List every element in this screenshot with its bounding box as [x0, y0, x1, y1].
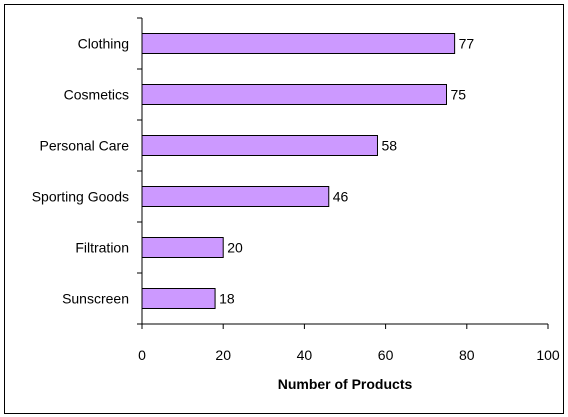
chart-frame [4, 4, 564, 414]
x-tick-label: 20 [215, 347, 231, 363]
category-label: Cosmetics [64, 87, 129, 103]
bar-cosmetics [141, 84, 447, 105]
data-label: 46 [333, 189, 349, 205]
category-label: Personal Care [40, 138, 130, 154]
category-label: Sunscreen [62, 291, 129, 307]
data-label: 18 [219, 291, 235, 307]
labels-layer: Clothing 77 Cosmetics 75 Personal Care 58 Spor… [32, 36, 560, 364]
bar-personal-care [141, 135, 378, 156]
category-label: Clothing [78, 36, 129, 52]
category-label: Filtration [75, 240, 129, 256]
bars-layer [141, 33, 456, 309]
data-label: 77 [459, 36, 475, 52]
data-label: 20 [227, 240, 243, 256]
bar-sporting-goods [141, 186, 330, 207]
x-tick-label: 100 [536, 347, 560, 363]
axes-layer [137, 17, 549, 329]
category-label: Sporting Goods [32, 189, 129, 205]
bar-clothing [141, 33, 456, 54]
data-label: 58 [381, 138, 397, 154]
x-tick-label: 40 [297, 347, 313, 363]
x-tick-label: 60 [378, 347, 394, 363]
x-tick-label: 0 [138, 347, 146, 363]
x-tick-label: 80 [459, 347, 475, 363]
bar-sunscreen [141, 288, 216, 309]
data-label: 75 [451, 87, 467, 103]
x-axis-title: Number of Products [278, 376, 413, 392]
bar-filtration [141, 237, 224, 258]
